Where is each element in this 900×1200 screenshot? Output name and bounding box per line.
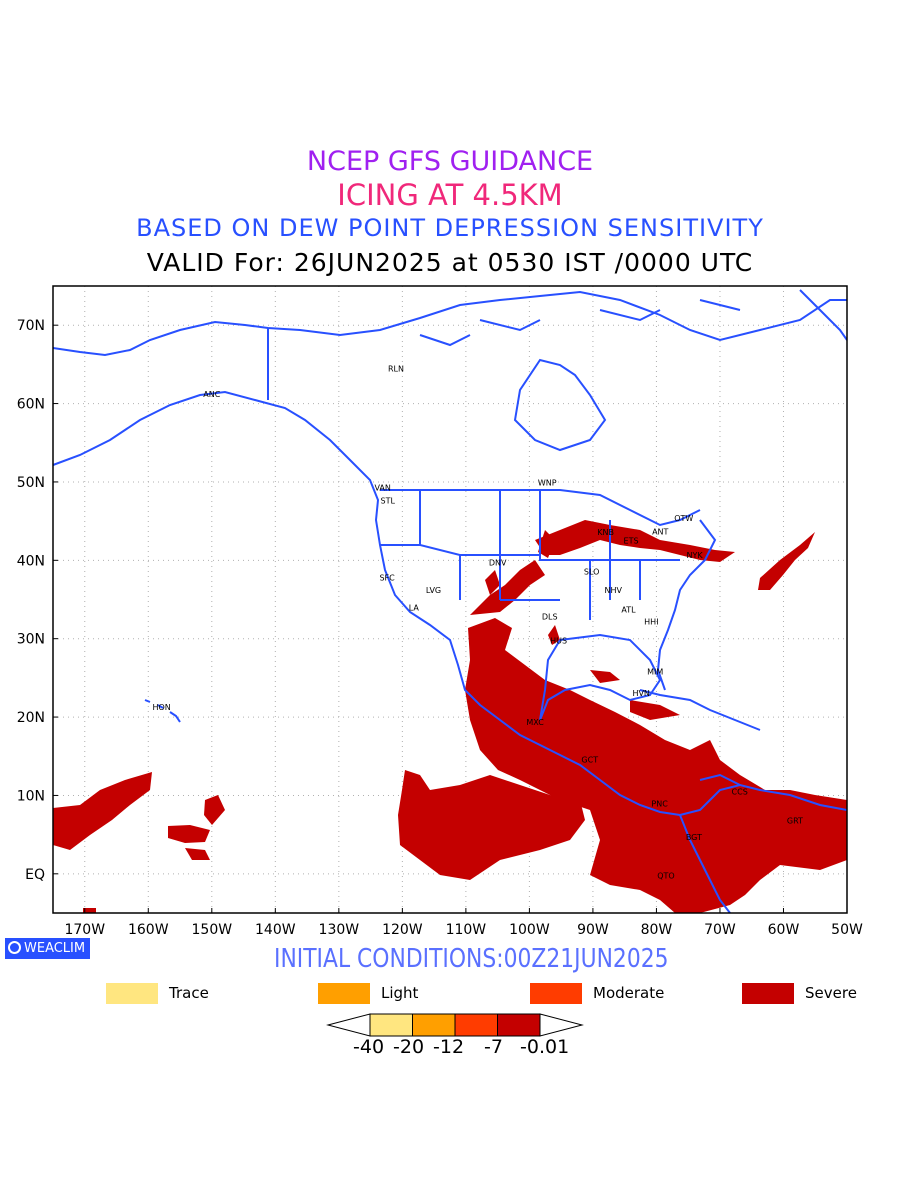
lon-tick-label: 50W [831, 922, 863, 938]
station-label-ccs: CCS [732, 788, 748, 797]
station-label-anc: ANC [203, 390, 220, 399]
station-label-stl: STL [381, 497, 396, 506]
colorbar-label: -12 [433, 1036, 465, 1058]
colorbar-label: -20 [393, 1036, 425, 1058]
legend-swatch-moderate [530, 983, 582, 1004]
station-label-lvg: LVG [426, 586, 441, 595]
colorbar-segment [369, 1013, 413, 1037]
lon-tick-label: 100W [509, 922, 550, 938]
lat-tick-label: 10N [17, 788, 45, 804]
station-label-rln: RLN [388, 364, 404, 373]
legend-swatch-trace [106, 983, 158, 1004]
title-line-3: BASED ON DEW POINT DEPRESSION SENSITIVIT… [136, 214, 764, 242]
legend-swatch-light [318, 983, 370, 1004]
station-label-dnv: DNV [489, 559, 507, 568]
logo-ring-icon [8, 941, 21, 954]
title-line-1: NCEP GFS GUIDANCE [306, 146, 594, 177]
lon-tick-label: 80W [641, 922, 673, 938]
station-label-hon: HON [152, 703, 170, 712]
station-label-nyk: NYK [686, 551, 703, 560]
legend-swatch-severe [742, 983, 794, 1004]
lon-tick-label: 60W [768, 922, 800, 938]
title-line-2: ICING AT 4.5KM [337, 178, 563, 212]
station-label-otw: OTW [674, 514, 693, 523]
station-label-wnp: WNP [538, 479, 557, 488]
legend-label-severe: Severe [805, 984, 857, 1002]
lon-tick-label: 160W [128, 922, 169, 938]
colorbar-segment [412, 1013, 456, 1037]
colorbar-segment [454, 1013, 498, 1037]
lon-tick-label: 130W [319, 922, 360, 938]
colorbar-labels: -40 -20 -12 -7 -0.01 [0, 1036, 900, 1062]
lat-tick-label: 70N [17, 318, 45, 334]
colorbar-label: -7 [484, 1036, 503, 1058]
lon-tick-label: 110W [446, 922, 487, 938]
lat-tick-label: EQ [25, 867, 45, 883]
station-label-nhv: NHV [605, 586, 623, 595]
legend-label-trace: Trace [169, 984, 209, 1002]
lon-tick-label: 170W [64, 922, 105, 938]
colorbar-label: -0.01 [520, 1036, 570, 1058]
map-frame [52, 285, 848, 914]
station-label-van: VAN [374, 483, 390, 492]
station-label-ant: ANT [652, 527, 668, 536]
colorbar [326, 1013, 584, 1037]
lon-tick-label: 70W [704, 922, 736, 938]
lat-tick-label: 50N [17, 475, 45, 491]
colorbar-low-arrow [326, 1013, 371, 1037]
badge-label: WEACLIM [24, 941, 86, 956]
lon-tick-label: 140W [255, 922, 296, 938]
station-labels: ANC RLN VAN STL WNP OTW ANT KNB ETS NYK DNV SFC SLO L… [152, 364, 803, 880]
lat-tick-label: 30N [17, 632, 45, 648]
station-label-slo: SLO [584, 567, 600, 576]
station-label-pnc: PNC [651, 799, 668, 808]
initial-conditions: INITIAL CONDITIONS:00Z21JUN2025 [274, 944, 669, 974]
lon-tick-label: 90W [577, 922, 609, 938]
station-label-la: LA [409, 603, 420, 612]
lon-tick-label: 150W [192, 922, 233, 938]
station-label-sfc: SFC [379, 574, 395, 583]
valid-time: VALID For: 26JUN2025 at 0530 IST /0000 U… [146, 248, 754, 277]
station-label-hvn: HVN [632, 689, 649, 698]
station-label-knb: KNB [597, 528, 614, 537]
colorbar-high-arrow [539, 1013, 584, 1037]
station-label-dls: DLS [542, 613, 558, 622]
legend-label-light: Light [381, 984, 419, 1002]
station-label-hhi: HHI [644, 617, 658, 626]
lat-tick-label: 20N [17, 710, 45, 726]
station-label-mxc: MXC [526, 718, 544, 727]
weaclim-badge: WEACLIM [5, 938, 91, 959]
station-label-bgt: BGT [686, 833, 702, 842]
colorbar-label: -40 [353, 1036, 385, 1058]
lat-tick-label: 40N [17, 553, 45, 569]
station-label-ets: ETS [624, 537, 639, 546]
legend-label-moderate: Moderate [593, 984, 665, 1002]
station-label-grt: GRT [787, 817, 803, 826]
colorbar-segment [497, 1013, 541, 1037]
coastlines [53, 289, 847, 913]
station-label-atl: ATL [621, 606, 636, 615]
lat-tick-label: 60N [17, 397, 45, 413]
axis-ticks: 170W 160W 150W 140W 130W 120W 110W 100W 90W 80W 70… [17, 318, 863, 938]
station-label-hus: HUS [550, 636, 567, 645]
station-label-qto: QTO [657, 871, 674, 880]
lon-tick-label: 120W [382, 922, 423, 938]
station-label-mim: MIM [647, 668, 663, 677]
station-label-gct: GCT [581, 755, 598, 764]
